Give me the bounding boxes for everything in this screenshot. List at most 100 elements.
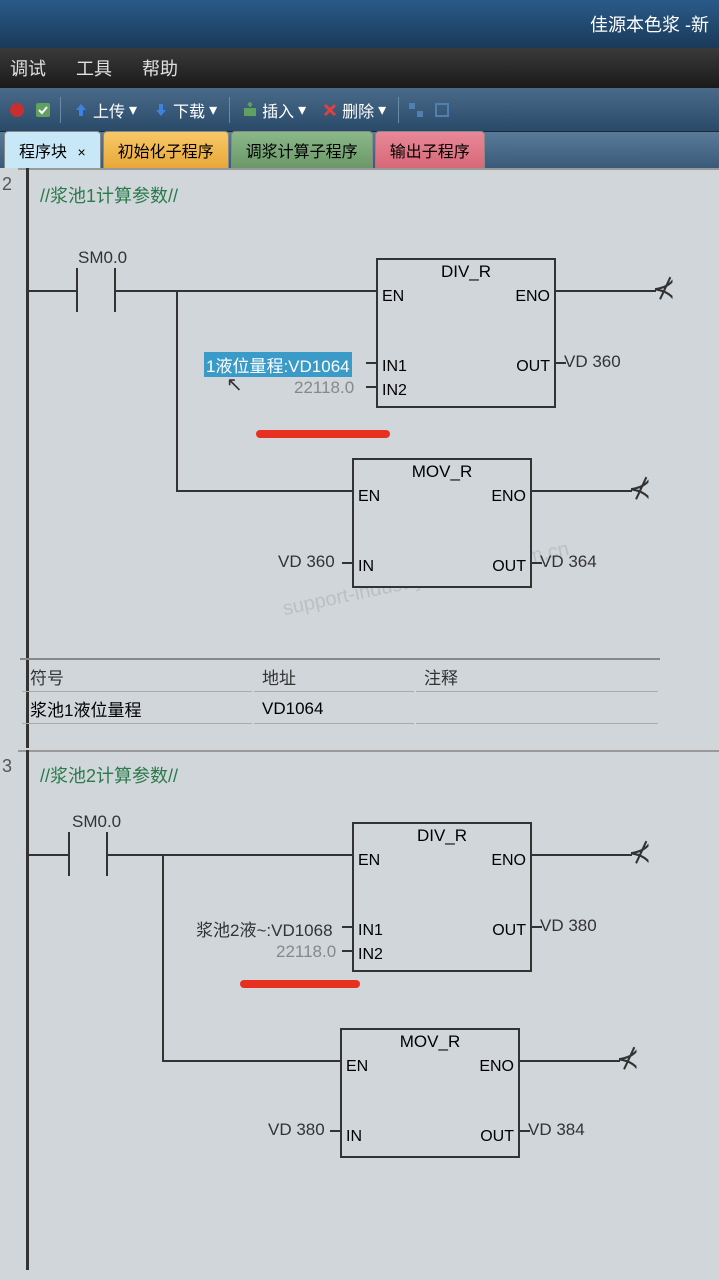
network-divider (18, 750, 719, 752)
port-en: EN (382, 288, 404, 306)
contact-label: SM0.0 (72, 812, 121, 832)
port-en: EN (358, 488, 380, 506)
wire (556, 290, 656, 292)
tool-icon-2[interactable] (431, 99, 453, 121)
port-out: OUT (492, 922, 526, 940)
port-eno: ENO (491, 852, 526, 870)
wire (330, 1130, 340, 1132)
upload-button[interactable]: 上传 ▾ (67, 96, 143, 124)
wire (532, 562, 542, 564)
record-icon[interactable] (6, 99, 28, 121)
port-out: OUT (480, 1128, 514, 1146)
arrow-down-icon (153, 102, 169, 118)
network-divider (18, 168, 719, 170)
wire (116, 290, 176, 292)
port-in2: IN2 (382, 382, 407, 400)
port-in1: IN1 (382, 358, 407, 376)
wire (342, 926, 352, 928)
wire (366, 362, 376, 364)
menu-help[interactable]: 帮助 (142, 55, 178, 81)
col-symbol: 符号 (22, 662, 252, 692)
check-icon[interactable] (32, 99, 54, 121)
fbox-title: MOV_R (342, 1030, 518, 1054)
port-in1: IN1 (358, 922, 383, 940)
port-in: IN (358, 558, 374, 576)
upload-label: 上传 (93, 98, 125, 122)
mov-out-operand[interactable]: VD 364 (540, 552, 597, 572)
function-block-divr[interactable]: DIV_R EN ENO IN1 IN2 OUT (352, 822, 532, 972)
network-2: 2 //浆池1计算参数// SM0.0 DIV_R EN ENO IN1 IN2… (0, 168, 719, 748)
tab-init-sub[interactable]: 初始化子程序 (103, 131, 229, 168)
mov-out-operand[interactable]: VD 384 (528, 1120, 585, 1140)
symbol-table: 符号 地址 注释 浆池1液位量程 VD1064 (20, 658, 660, 726)
wire (162, 854, 352, 856)
fbox-title: DIV_R (378, 260, 554, 284)
menubar: 调试 工具 帮助 (0, 48, 719, 88)
mov-in-operand[interactable]: VD 360 (278, 552, 335, 572)
sym-addr: VD1064 (254, 694, 414, 724)
port-eno: ENO (491, 488, 526, 506)
wire (176, 290, 178, 490)
function-block-divr[interactable]: DIV_R EN ENO IN1 IN2 OUT (376, 258, 556, 408)
mov-in-operand[interactable]: VD 380 (268, 1120, 325, 1140)
port-en: EN (346, 1058, 368, 1076)
cursor-icon: ↖ (226, 372, 243, 397)
function-block-movr[interactable]: MOV_R EN ENO IN OUT (340, 1028, 520, 1158)
insert-label: 插入 (262, 98, 294, 122)
delete-icon (322, 102, 338, 118)
port-out: OUT (516, 358, 550, 376)
tab-mixing-calc-sub[interactable]: 调浆计算子程序 (231, 131, 373, 168)
table-row[interactable]: 浆池1液位量程 VD1064 (22, 694, 658, 724)
close-icon[interactable]: × (77, 144, 85, 160)
window-title: 佳源本色浆 -新 (590, 11, 709, 37)
open-end-icon: ⊀ (652, 272, 675, 305)
download-button[interactable]: 下载 ▾ (147, 96, 223, 124)
delete-button[interactable]: 删除 ▾ (316, 96, 392, 124)
col-address: 地址 (254, 662, 414, 692)
in1-operand[interactable]: 浆池2液~:VD1068 (196, 916, 333, 941)
tab-output-sub[interactable]: 输出子程序 (375, 131, 485, 168)
sym-comment (416, 694, 658, 724)
toolbar-separator (398, 97, 399, 123)
sym-name: 浆池1液位量程 (22, 694, 252, 724)
dropdown-icon: ▾ (209, 100, 217, 120)
power-rail (26, 750, 29, 1270)
window-titlebar: 佳源本色浆 -新 (0, 0, 719, 48)
tab-program-block[interactable]: 程序块 × (4, 131, 101, 168)
dropdown-icon: ▾ (298, 100, 306, 120)
network-comment: //浆池1计算参数// (40, 182, 178, 208)
download-label: 下载 (173, 98, 205, 122)
wire (532, 926, 542, 928)
wire (162, 854, 164, 1060)
network-number: 2 (2, 174, 12, 195)
toolbar-separator (229, 97, 230, 123)
port-en: EN (358, 852, 380, 870)
open-end-icon: ⊀ (628, 836, 651, 869)
wire (342, 950, 352, 952)
port-eno: ENO (479, 1058, 514, 1076)
ladder-editor[interactable]: support-industry.siemens.com.cn 2 //浆池1计… (0, 168, 719, 1280)
in2-operand[interactable]: 22118.0 (276, 942, 336, 962)
fbox-title: MOV_R (354, 460, 530, 484)
in2-operand[interactable]: 22118.0 (294, 378, 354, 398)
arrow-up-icon (73, 102, 89, 118)
wire (520, 1060, 620, 1062)
col-comment: 注释 (416, 662, 658, 692)
red-annotation (240, 980, 360, 988)
menu-debug[interactable]: 调试 (10, 55, 46, 81)
port-out: OUT (492, 558, 526, 576)
contact-label: SM0.0 (78, 248, 127, 268)
wire (176, 490, 352, 492)
tab-bar: 程序块 × 初始化子程序 调浆计算子程序 输出子程序 (0, 132, 719, 168)
tab-label: 程序块 (19, 144, 67, 161)
out-operand[interactable]: VD 380 (540, 916, 597, 936)
wire (532, 854, 632, 856)
menu-tools[interactable]: 工具 (76, 55, 112, 81)
insert-button[interactable]: 插入 ▾ (236, 96, 312, 124)
function-block-movr[interactable]: MOV_R EN ENO IN OUT (352, 458, 532, 588)
network-comment: //浆池2计算参数// (40, 762, 178, 788)
fbox-title: DIV_R (354, 824, 530, 848)
out-operand[interactable]: VD 360 (564, 352, 621, 372)
tool-icon-1[interactable] (405, 99, 427, 121)
table-row: 符号 地址 注释 (22, 662, 658, 692)
